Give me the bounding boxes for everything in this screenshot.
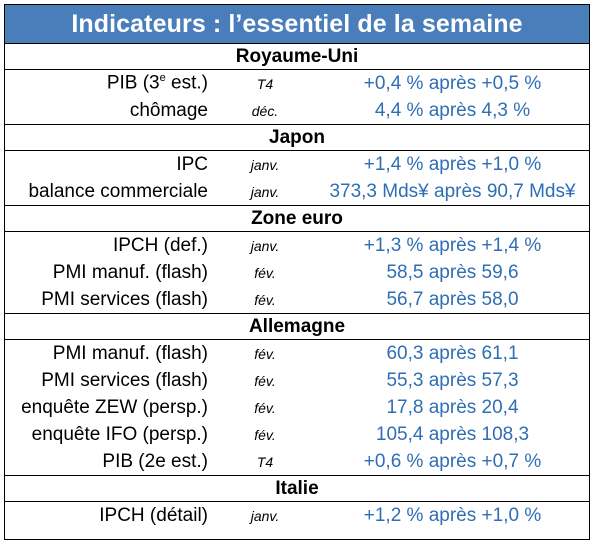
table-row: PMI services (flash) fév. 55,3 après 57,… [5, 367, 589, 394]
table-row: PIB (3e est.) T4 +0,4 % après +0,5 % [5, 70, 589, 97]
indicator-period: fév. [254, 372, 276, 389]
indicator-value: 4,4 % après 4,3 % [374, 99, 531, 121]
indicator-value: +0,6 % après +0,7 % [363, 450, 542, 472]
indicator-value: +1,4 % après +1,0 % [363, 153, 542, 175]
table-row: IPCH (détail) janv. +1,2 % après +1,0 % [5, 502, 589, 529]
indicator-label: PIB (3e est.) [106, 72, 208, 94]
section-header-royaume-uni: Royaume-Uni [5, 44, 589, 70]
indicator-value: +1,3 % après +1,4 % [363, 234, 542, 256]
table-title: Indicateurs : l’essentiel de la semaine [5, 5, 589, 44]
table-row: PIB (2e est.) T4 +0,6 % après +0,7 % [5, 448, 589, 475]
indicator-period: janv. [250, 183, 280, 200]
indicator-label: PMI manuf. (flash) [52, 261, 208, 283]
indicator-label: PMI services (flash) [41, 369, 208, 391]
indicator-value: 60,3 après 61,1 [386, 342, 519, 364]
table-row: PMI manuf. (flash) fév. 58,5 après 59,6 [5, 259, 589, 286]
table-row: PMI manuf. (flash) fév. 60,3 après 61,1 [5, 340, 589, 367]
table-row: enquête IFO (persp.) fév. 105,4 après 10… [5, 421, 589, 448]
indicator-label: IPC [176, 153, 208, 175]
indicator-label: balance commerciale [28, 180, 208, 202]
indicator-period: déc. [251, 102, 279, 119]
indicator-label: enquête IFO (persp.) [31, 423, 208, 445]
section-rows-royaume-uni: PIB (3e est.) T4 +0,4 % après +0,5 % chô… [5, 70, 589, 125]
table-row: IPC janv. +1,4 % après +1,0 % [5, 151, 589, 178]
section-rows-allemagne: PMI manuf. (flash) fév. 60,3 après 61,1 … [5, 340, 589, 476]
indicator-period: fév. [254, 291, 276, 308]
indicator-label: PMI services (flash) [41, 288, 208, 310]
section-rows-japon: IPC janv. +1,4 % après +1,0 % balance co… [5, 151, 589, 206]
indicator-value: 56,7 après 58,0 [386, 288, 519, 310]
indicator-label: enquête ZEW (persp.) [21, 396, 208, 418]
indicator-period: fév. [254, 345, 276, 362]
indicator-label: chômage [129, 99, 208, 121]
section-header-zone-euro: Zone euro [5, 206, 589, 232]
table-row: PMI services (flash) fév. 56,7 après 58,… [5, 286, 589, 313]
indicators-table: Indicateurs : l’essentiel de la semaine … [4, 4, 590, 540]
indicator-period: fév. [254, 426, 276, 443]
indicator-period: T4 [256, 453, 274, 470]
section-rows-zone-euro: IPCH (def.) janv. +1,3 % après +1,4 % PM… [5, 232, 589, 314]
indicator-value: 17,8 après 20,4 [386, 396, 519, 418]
indicator-period: fév. [254, 264, 276, 281]
indicator-value: 55,3 après 57,3 [386, 369, 519, 391]
section-header-japon: Japon [5, 125, 589, 151]
indicator-value: 373,3 Mds¥ après 90,7 Mds¥ [329, 180, 576, 202]
indicator-period: fév. [254, 399, 276, 416]
indicator-period: T4 [256, 75, 274, 92]
indicator-period: janv. [250, 237, 280, 254]
table-row: IPCH (def.) janv. +1,3 % après +1,4 % [5, 232, 589, 259]
indicator-label: IPCH (détail) [99, 504, 208, 526]
indicator-label: IPCH (def.) [112, 234, 208, 256]
section-header-italie: Italie [5, 476, 589, 502]
section-rows-italie: IPCH (détail) janv. +1,2 % après +1,0 % [5, 502, 589, 529]
indicator-label: PMI manuf. (flash) [52, 342, 208, 364]
indicator-period: janv. [250, 156, 280, 173]
indicator-period: janv. [250, 507, 280, 524]
indicator-label: PIB (2e est.) [102, 450, 208, 472]
indicator-value: 58,5 après 59,6 [386, 261, 519, 283]
indicator-value: 105,4 après 108,3 [375, 423, 530, 445]
table-row: chômage déc. 4,4 % après 4,3 % [5, 97, 589, 124]
indicator-value: +1,2 % après +1,0 % [363, 504, 542, 526]
table-row: enquête ZEW (persp.) fév. 17,8 après 20,… [5, 394, 589, 421]
indicator-value: +0,4 % après +0,5 % [363, 72, 542, 94]
section-header-allemagne: Allemagne [5, 314, 589, 340]
table-row: balance commerciale janv. 373,3 Mds¥ apr… [5, 178, 589, 205]
